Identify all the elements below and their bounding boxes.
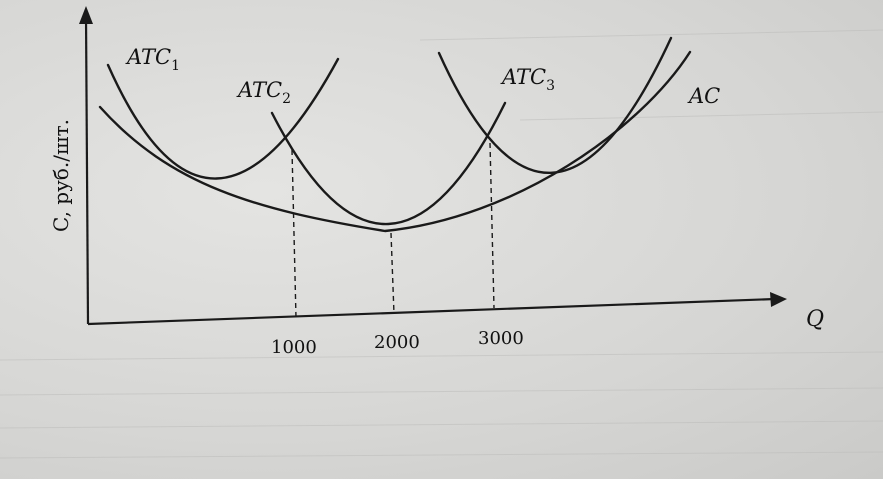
atc1-curve — [106, 57, 340, 180]
atc3-label: ATC3 — [500, 65, 555, 94]
drop-line-2000 — [390, 232, 395, 315]
ac-curve — [98, 50, 692, 233]
atc1-label: ATC1 — [125, 45, 180, 74]
ac-label: AC — [687, 84, 720, 108]
x-tick-2000: 2000 — [374, 332, 420, 353]
x-axis — [87, 297, 776, 326]
y-axis-label: C, руб./шт. — [49, 119, 73, 232]
atc3-curve — [437, 36, 673, 174]
x-tick-3000: 3000 — [478, 328, 524, 349]
drop-line-3000 — [489, 142, 495, 309]
y-axis-arrow — [79, 6, 93, 24]
scan-texture — [0, 29, 883, 459]
x-tick-1000: 1000 — [271, 337, 317, 358]
y-axis — [84, 15, 90, 325]
atc2-label: ATC2 — [236, 78, 291, 107]
x-axis-arrow — [770, 292, 787, 307]
x-axis-label: Q — [806, 307, 824, 332]
atc2-curve — [270, 101, 507, 226]
drop-line-1000 — [291, 149, 297, 319]
